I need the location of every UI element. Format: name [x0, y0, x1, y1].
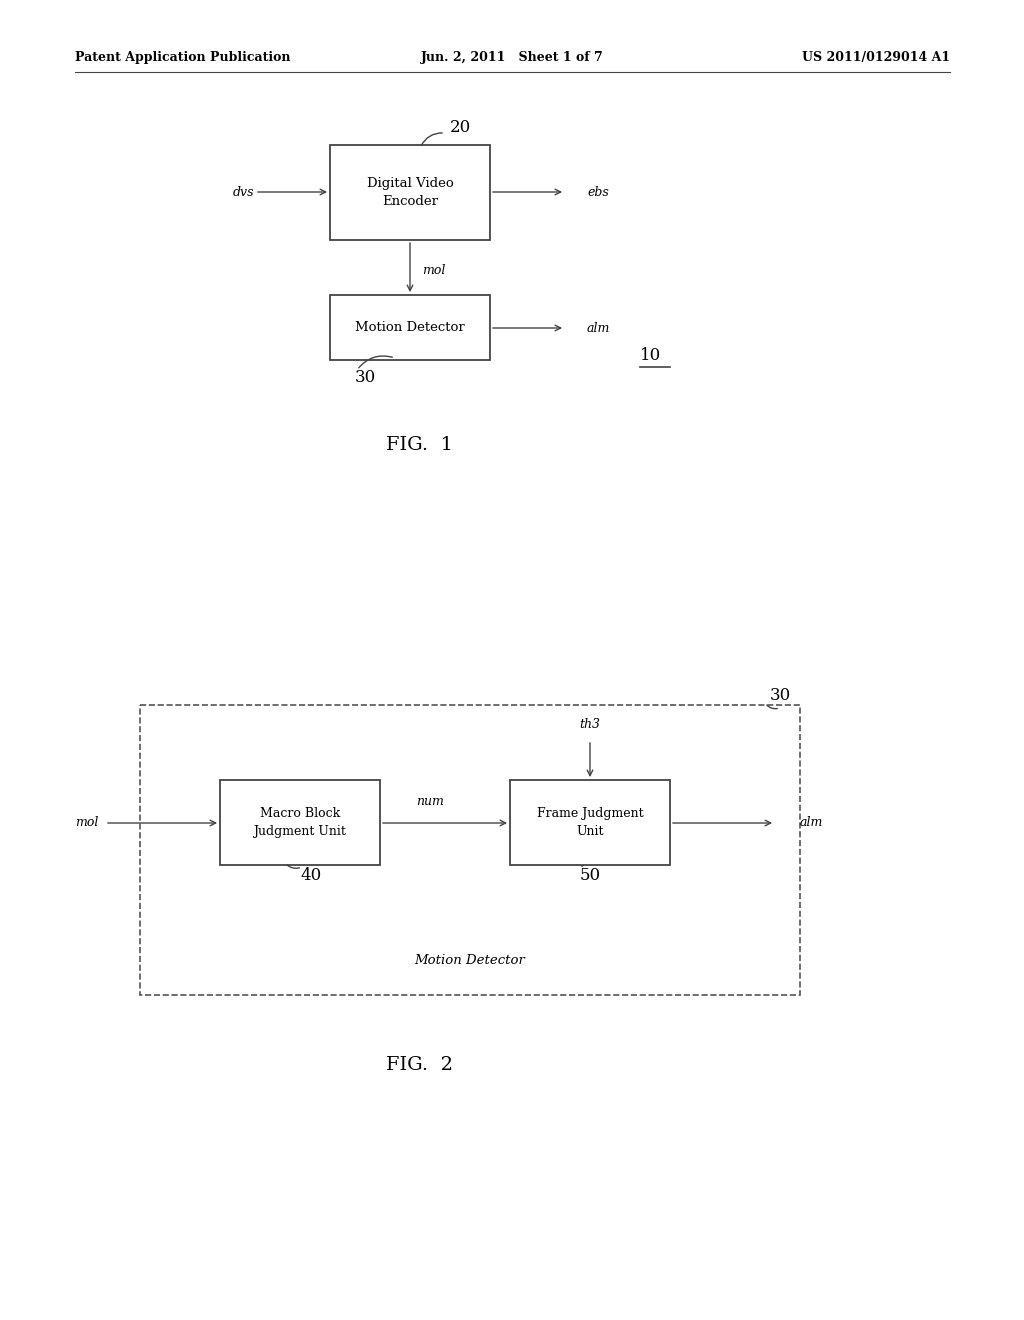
Text: Motion Detector: Motion Detector — [355, 321, 465, 334]
Text: FIG.  2: FIG. 2 — [386, 1056, 454, 1074]
Text: Patent Application Publication: Patent Application Publication — [75, 51, 291, 65]
Text: Digital Video
Encoder: Digital Video Encoder — [367, 177, 454, 209]
Text: mol: mol — [422, 264, 445, 276]
Text: Macro Block
Judgment Unit: Macro Block Judgment Unit — [254, 807, 346, 838]
Text: 30: 30 — [770, 686, 792, 704]
Bar — [220, 780, 380, 865]
Bar — [140, 705, 800, 995]
Text: FIG.  1: FIG. 1 — [386, 436, 454, 454]
Bar — [330, 294, 490, 360]
Text: Jun. 2, 2011   Sheet 1 of 7: Jun. 2, 2011 Sheet 1 of 7 — [421, 51, 603, 65]
Text: th3: th3 — [580, 718, 600, 731]
Bar — [330, 145, 490, 240]
Text: mol: mol — [75, 817, 98, 829]
Text: Frame Judgment
Unit: Frame Judgment Unit — [537, 807, 643, 838]
Bar — [510, 780, 670, 865]
Text: US 2011/0129014 A1: US 2011/0129014 A1 — [802, 51, 950, 65]
Text: 20: 20 — [450, 120, 471, 136]
Text: ebs: ebs — [587, 186, 608, 198]
Text: 50: 50 — [580, 866, 601, 883]
Text: num: num — [416, 795, 444, 808]
Text: 30: 30 — [355, 370, 376, 387]
Text: 10: 10 — [640, 346, 662, 363]
Text: dvs: dvs — [233, 186, 255, 198]
Text: 40: 40 — [300, 866, 322, 883]
Text: alm: alm — [800, 817, 823, 829]
Text: Motion Detector: Motion Detector — [415, 953, 525, 966]
Text: alm: alm — [587, 322, 610, 334]
